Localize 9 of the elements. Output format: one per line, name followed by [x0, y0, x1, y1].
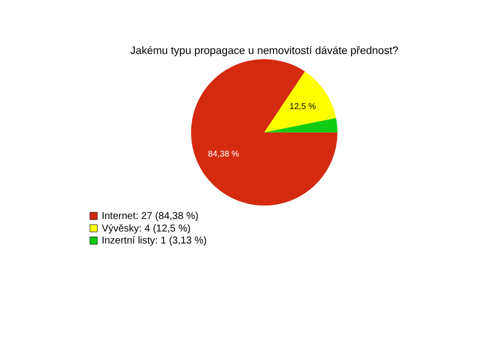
data-label: 84,38 %	[208, 148, 240, 158]
legend-label: Vývěsky: 4 (12,5 %)	[102, 223, 191, 234]
pie-slice	[191, 59, 338, 206]
legend-label: Inzertní listy: 1 (3,13 %)	[102, 236, 207, 247]
chart-title: Jakému typu propagace u nemovitostí dáváte přednost?	[130, 44, 398, 57]
pie-slice	[264, 71, 336, 132]
data-label: 12,5 %	[290, 100, 316, 111]
pie-slice	[264, 118, 338, 132]
legend-label: Internet: 27 (84,38 %)	[102, 211, 198, 222]
